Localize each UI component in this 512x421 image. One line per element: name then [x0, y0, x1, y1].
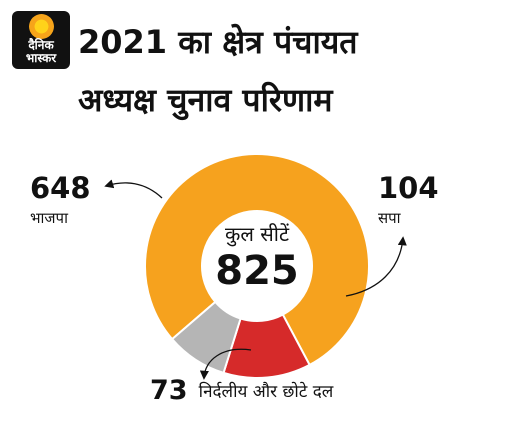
chart-title-line2: अध्यक्ष चुनाव परिणाम: [78, 81, 333, 119]
sun-icon: [29, 14, 54, 39]
sp-pointer-arrow: [345, 236, 407, 297]
slice-bjp: [144, 153, 370, 367]
independents-party-label: निर्दलीय और छोटे दल: [198, 382, 334, 402]
dainik-bhaskar-logo: दैनिक भास्कर: [12, 11, 70, 69]
sp-seat-count: 104: [378, 171, 439, 205]
total-seats-label: कुल सीटें: [224, 222, 290, 246]
total-seats-value: 825: [215, 248, 299, 294]
logo-text-line2: भास्कर: [25, 51, 57, 65]
sp-party-label: सपा: [378, 209, 401, 227]
bjp-pointer-arrow: [104, 179, 163, 199]
independents-label-row: 73 निर्दलीय और छोटे दल: [150, 375, 333, 406]
independents-seat-count: 73: [150, 375, 188, 406]
bjp-party-label: भाजपा: [30, 209, 68, 227]
logo-text-line1: दैनिक: [28, 38, 54, 52]
independents-pointer-arrow: [199, 348, 252, 380]
chart-title-line1: 2021 का क्षेत्र पंचायत: [78, 23, 358, 61]
slice-independents: [170, 300, 242, 375]
bjp-seat-count: 648: [30, 171, 91, 205]
